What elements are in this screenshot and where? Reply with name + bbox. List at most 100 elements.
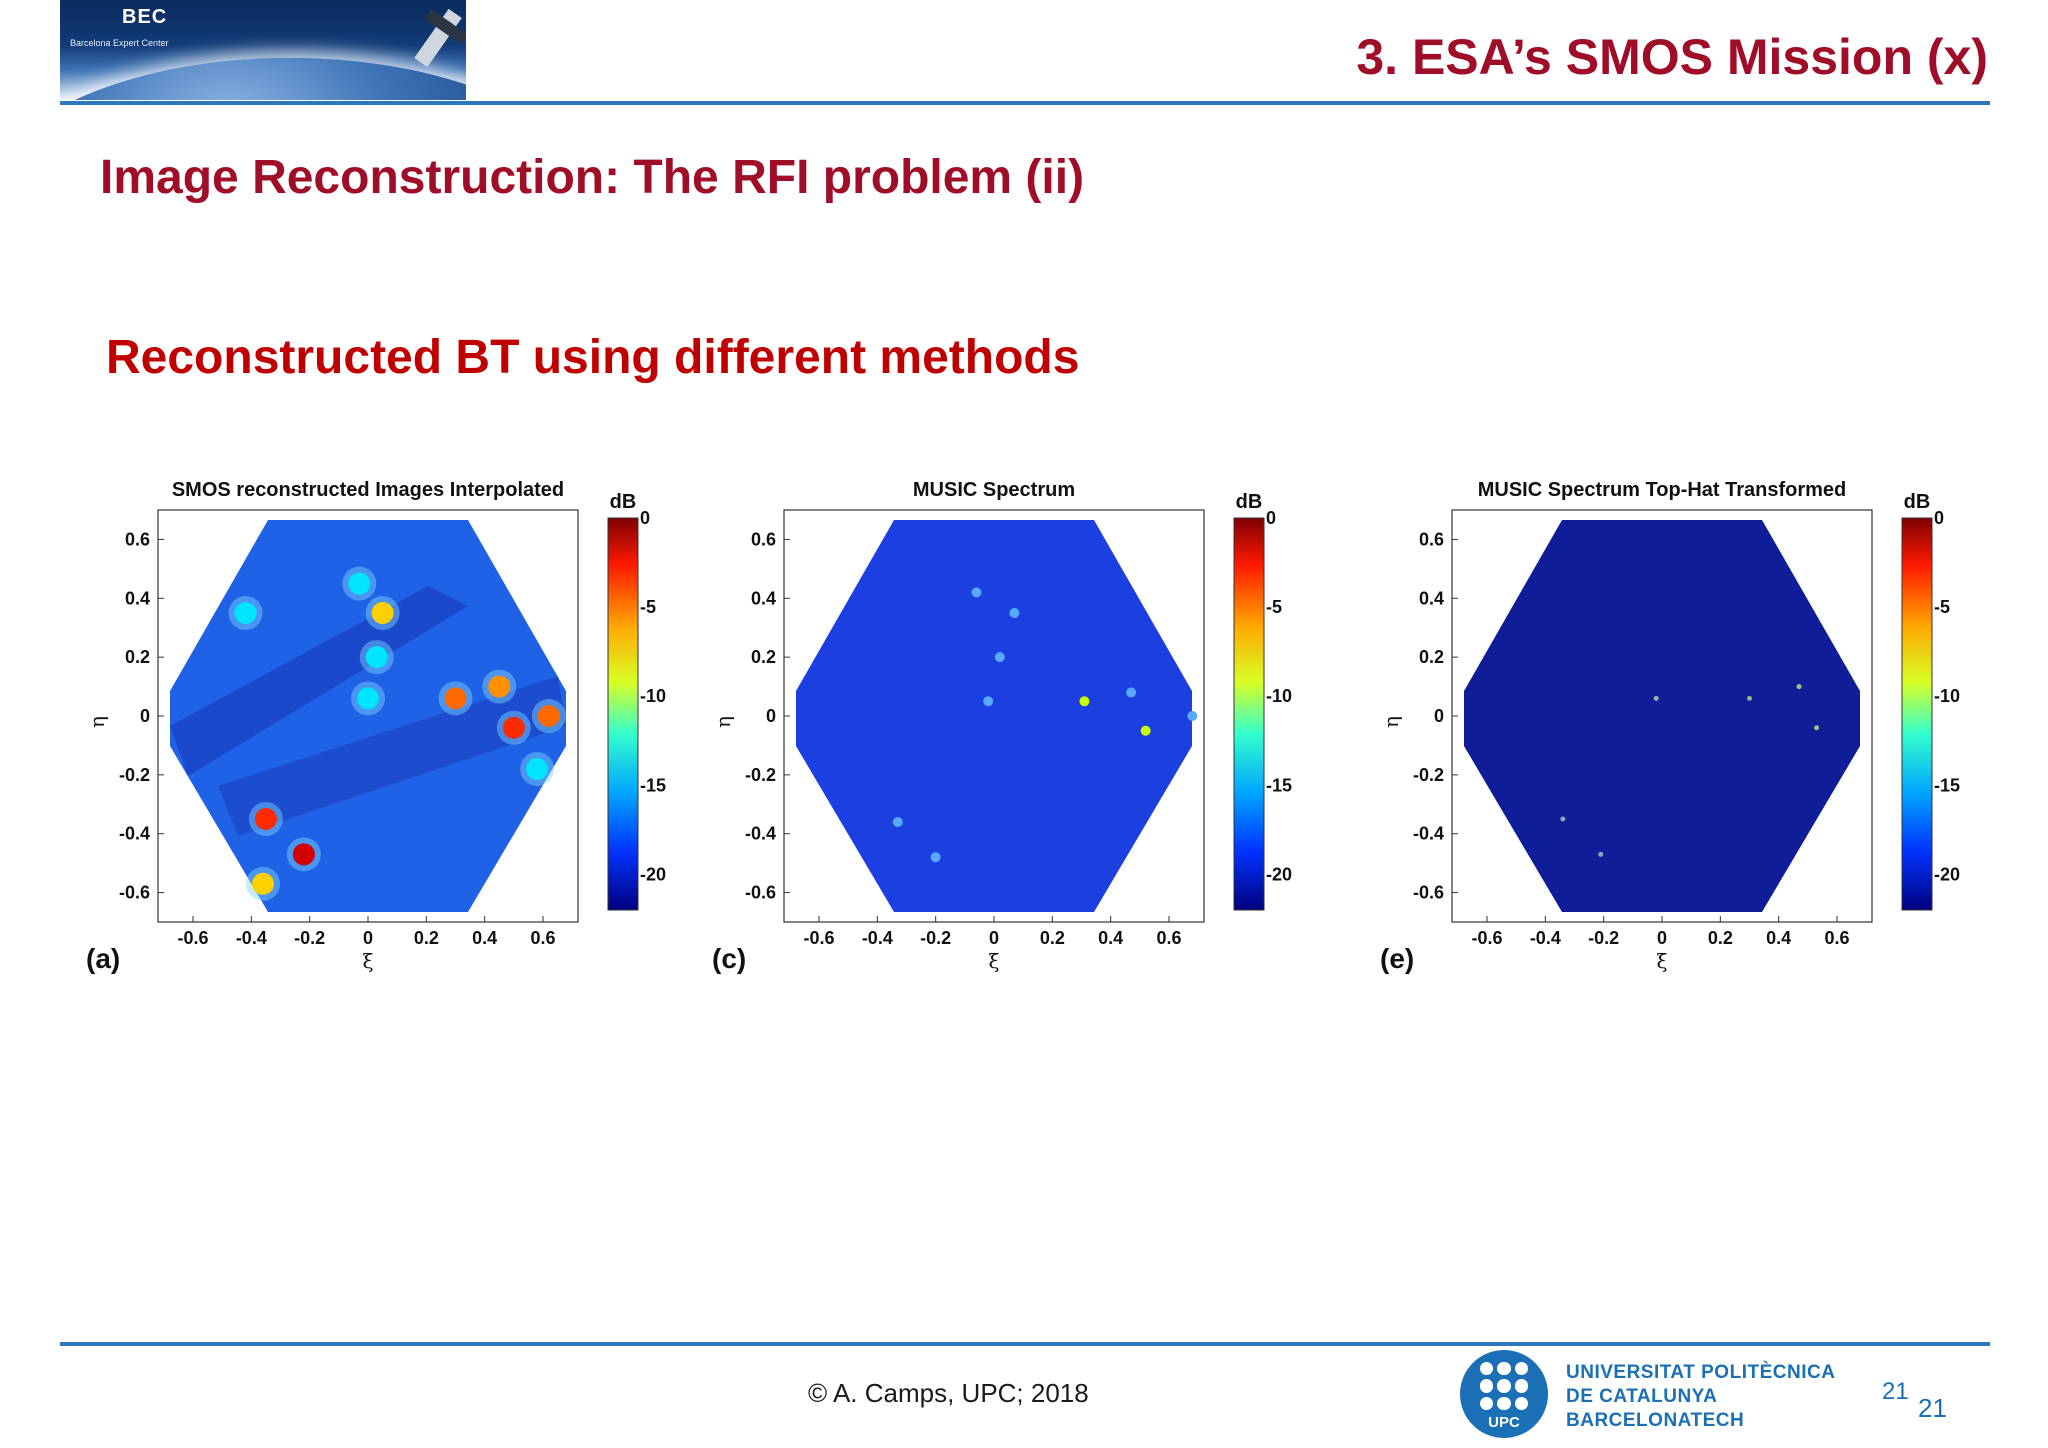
y-tick-label: 0	[140, 706, 150, 726]
x-tick-label: 0.4	[472, 928, 497, 948]
footer-divider	[60, 1342, 1990, 1346]
earth-image	[60, 58, 466, 100]
rfi-hotspot	[983, 696, 994, 707]
slide-title: 3. ESA’s SMOS Mission (x)	[1356, 29, 1988, 85]
rfi-hotspot	[292, 843, 315, 866]
rfi-hotspot	[252, 872, 274, 895]
page-number: 21	[1918, 1393, 1947, 1423]
panel-label: (c)	[712, 943, 746, 974]
rfi-hotspot	[1126, 687, 1137, 698]
y-tick-label: -0.4	[1413, 824, 1444, 844]
x-tick-label: 0.4	[1766, 928, 1791, 948]
x-tick-label: -0.4	[862, 928, 893, 948]
rfi-hotspot	[371, 602, 394, 624]
plot-title: MUSIC Spectrum Top-Hat Transformed	[1478, 479, 1847, 501]
colorbar-tick-label: -10	[640, 686, 666, 706]
plot-svg: MUSIC Spectrum Top-Hat Transformed -0.6 -0…	[1380, 479, 1960, 974]
upc-logo: UPC	[1460, 1350, 1548, 1438]
section-heading: Reconstructed BT using different methods	[106, 331, 1080, 384]
university-name-line2: DE CATALUNYA	[1566, 1386, 1718, 1407]
colorbar-unit: dB	[610, 491, 637, 513]
x-tick-label: -0.4	[236, 928, 267, 948]
colorbar-tick-label: -20	[1934, 864, 1960, 884]
colorbar-tick-label: -20	[1266, 864, 1292, 884]
rfi-hotspot	[1140, 725, 1151, 736]
y-tick-label: 0.4	[751, 588, 776, 608]
y-tick-label: 0	[766, 706, 776, 726]
plot-title: SMOS reconstructed Images Interpolated	[172, 479, 564, 501]
rfi-hotspot	[892, 816, 903, 827]
x-tick-label: -0.2	[294, 928, 325, 948]
rfi-hotspot	[365, 646, 388, 669]
colorbar-tick-label: 0	[1266, 508, 1276, 528]
x-tick-label: 0	[1657, 928, 1667, 948]
colorbar-tick-label: -20	[640, 864, 666, 884]
rfi-hotspot	[971, 587, 982, 598]
x-axis-label: ξ	[362, 949, 373, 973]
x-tick-label: -0.2	[920, 928, 951, 948]
x-tick-label: -0.6	[1471, 928, 1502, 948]
y-tick-label: -0.2	[1413, 765, 1444, 785]
x-tick-label: 0.2	[414, 928, 439, 948]
rfi-hotspot	[348, 572, 371, 595]
x-tick-label: 0	[363, 928, 373, 948]
panel-label: (a)	[86, 943, 120, 974]
y-tick-label: -0.6	[119, 883, 150, 903]
figure-music-tophat: MUSIC Spectrum Top-Hat Transformed -0.6 -0…	[1380, 470, 1980, 990]
figure-smos-interpolated: SMOS reconstructed Images Interpolated -0…	[86, 470, 686, 990]
y-tick-label: 0.4	[1419, 588, 1444, 608]
rfi-hotspot	[1598, 851, 1604, 857]
y-tick-label: 0.2	[125, 647, 150, 667]
y-tick-label: -0.4	[119, 824, 150, 844]
dark-band	[218, 676, 566, 836]
colorbar-tick-label: -5	[1266, 597, 1282, 617]
university-name-line3: BARCELONATECH	[1566, 1410, 1745, 1431]
rfi-hotspot	[930, 852, 941, 863]
x-tick-label: 0.6	[1824, 928, 1849, 948]
rfi-hotspot	[1079, 696, 1090, 707]
y-tick-label: 0.6	[125, 529, 150, 549]
header-divider	[60, 101, 1990, 105]
university-name-line1: UNIVERSITAT POLITÈCNICA	[1566, 1362, 1836, 1383]
rfi-hotspot	[1747, 695, 1752, 701]
y-tick-label: 0.2	[751, 647, 776, 667]
colorbar	[1233, 517, 1265, 911]
y-tick-label: -0.2	[745, 765, 776, 785]
rfi-hotspot	[234, 602, 257, 624]
plot-svg: MUSIC Spectrum -0.6 -0.4 -0.2 0 0.2 0.4 0.6 0.6 0…	[712, 479, 1292, 974]
slide-subtitle: Image Reconstruction: The RFI problem (i…	[100, 151, 1085, 204]
colorbar-unit: dB	[1236, 491, 1263, 513]
bec-logo-banner: BEC Barcelona Expert Center	[60, 0, 466, 100]
y-tick-label: 0	[1434, 706, 1444, 726]
rfi-hotspot	[254, 808, 277, 830]
rfi-hotspot	[1187, 711, 1198, 721]
colorbar-tick-label: 0	[640, 508, 650, 528]
satellite-icon	[414, 8, 462, 68]
colorbar-tick-label: -10	[1266, 686, 1292, 706]
rfi-hotspot	[1796, 684, 1802, 690]
figure-music-spectrum: MUSIC Spectrum -0.6 -0.4 -0.2 0 0.2 0.4 0.6 0.6 0…	[712, 470, 1312, 990]
bec-logo-subtitle: Barcelona Expert Center	[70, 38, 169, 48]
rfi-hotspot	[1814, 725, 1820, 731]
rfi-hotspot	[444, 687, 467, 710]
upc-dots-icon	[1480, 1362, 1528, 1410]
x-tick-label: 0.2	[1040, 928, 1065, 948]
bec-logo-text: BEC	[122, 6, 168, 28]
panel-label: (e)	[1380, 943, 1414, 974]
plot-title: MUSIC Spectrum	[913, 479, 1075, 501]
dark-band	[170, 586, 468, 776]
colorbar-tick-label: 0	[1934, 508, 1944, 528]
rfi-hotspot	[1009, 608, 1020, 618]
hexagon-field-of-view	[1464, 520, 1860, 912]
x-tick-label: 0.6	[1156, 928, 1181, 948]
y-tick-label: 0.2	[1419, 647, 1444, 667]
colorbar-tick-label: -15	[1266, 775, 1292, 795]
colorbar-tick-label: -5	[640, 597, 656, 617]
hexagon-field-of-view	[796, 520, 1192, 912]
colorbar-tick-label: -15	[640, 775, 666, 795]
rfi-hotspot	[526, 757, 549, 780]
y-tick-label: 0.6	[751, 529, 776, 549]
y-axis-label: η	[1380, 716, 1403, 728]
rfi-hotspot	[537, 705, 560, 727]
page-number-small: 21	[1882, 1378, 1909, 1405]
